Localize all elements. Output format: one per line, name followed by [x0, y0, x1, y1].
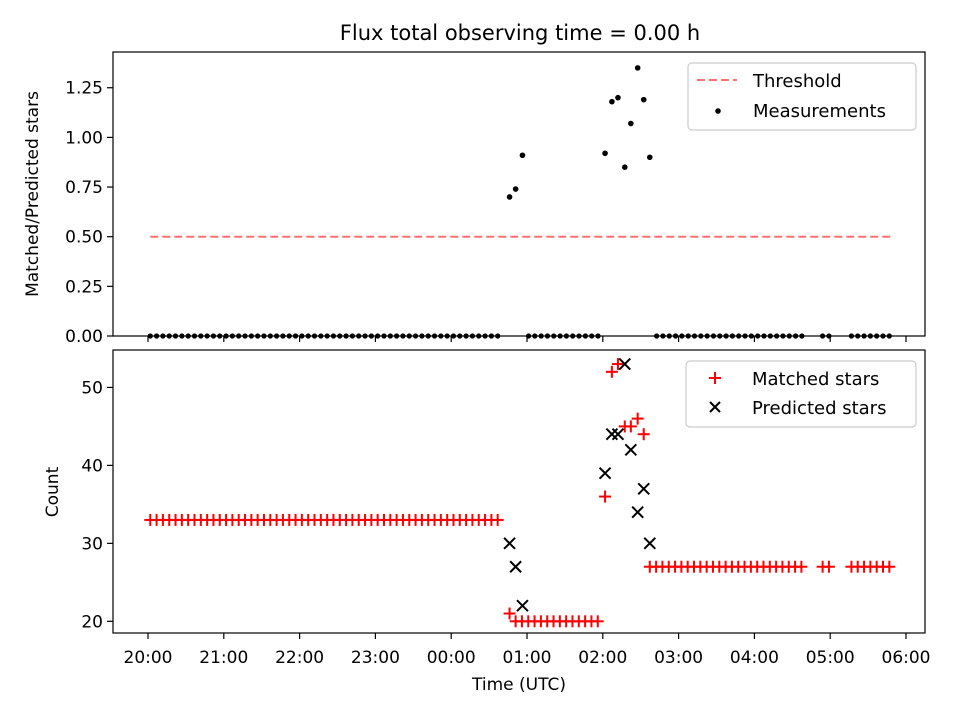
matched-point — [624, 420, 637, 433]
bottom-axes-frame — [112, 349, 926, 634]
predicted-point — [631, 505, 644, 519]
bottom-x-tick-label: 06:00 — [882, 648, 931, 668]
bottom-x-tick-label: 05:00 — [806, 648, 855, 668]
predicted-point — [637, 482, 650, 495]
figure-title: Flux total observing time = 0.00 h — [340, 21, 700, 45]
legend-predicted-label: Predicted stars — [752, 398, 886, 419]
top-plot-panel: 0.00 0.25 0.50 0.75 1.00 1.25 Matched/Predict… — [23, 51, 926, 347]
bottom-x-tick-label: 22:00 — [275, 648, 324, 668]
bottom-x-tick-label: 02:00 — [578, 648, 627, 668]
top-axes-frame — [112, 51, 926, 337]
top-x-ticks — [147, 336, 907, 342]
bottom-y-tick-label: 20 — [81, 612, 103, 632]
measurement-point — [640, 96, 647, 103]
predicted-point — [516, 599, 529, 612]
cross-b — [618, 357, 631, 371]
legend-matched-swatch — [709, 372, 721, 384]
matched-point — [491, 513, 504, 526]
measurement-point — [519, 152, 526, 159]
bottom-data-layer — [144, 357, 896, 628]
matched-point — [611, 358, 624, 371]
bottom-x-tick-label: 20:00 — [124, 648, 173, 668]
top-y-axis-label: Matched/Predicted stars — [23, 91, 43, 297]
cross-b — [598, 466, 612, 480]
top-y-tick-label: 0.00 — [65, 327, 103, 347]
bottom-x-tick-label: 21:00 — [199, 648, 248, 668]
matched-point — [503, 607, 516, 620]
measurement-point — [628, 120, 634, 127]
matched-point — [795, 560, 808, 573]
bottom-y-tick-label: 40 — [81, 456, 103, 476]
predicted-point — [624, 443, 638, 456]
matched-point — [637, 428, 650, 441]
bottom-legend: Matched stars Predicted stars — [685, 360, 917, 428]
top-legend: Threshold Measurements — [687, 62, 917, 131]
cross-b — [631, 505, 644, 519]
matched-point — [599, 490, 612, 503]
matched-point — [605, 365, 618, 378]
cross-b — [611, 427, 625, 441]
bottom-y-tick-label: 30 — [81, 534, 103, 554]
bottom-x-tick-label: 04:00 — [730, 648, 779, 668]
measurement-point — [615, 94, 621, 101]
measurement-point — [512, 186, 519, 192]
top-y-tick-label: 0.75 — [65, 178, 103, 198]
cross-b — [624, 443, 638, 456]
cross-b — [643, 537, 657, 550]
top-y-axis: 0.00 0.25 0.50 0.75 1.00 1.25 — [65, 79, 113, 347]
predicted-point — [503, 537, 516, 550]
cross-b — [509, 560, 522, 573]
bottom-y-axis: 20 30 40 50 — [81, 378, 113, 632]
predicted-point — [598, 466, 612, 480]
legend-matched-label: Matched stars — [752, 369, 879, 390]
bottom-x-axis: 20:00 21:00 22:00 23:00 00:00 01:00 02:00 03:00… — [124, 633, 931, 668]
top-legend-box — [687, 62, 917, 131]
matched-point — [883, 560, 896, 573]
cross-b — [516, 599, 529, 612]
predicted-point — [611, 427, 625, 441]
measurement-point — [506, 194, 513, 200]
matched-point — [631, 412, 644, 425]
predicted-point — [509, 560, 522, 573]
measurement-point — [602, 150, 608, 157]
cross-b — [637, 482, 650, 495]
measurement-point — [621, 164, 628, 170]
bottom-y-axis-label: Count — [43, 466, 63, 517]
legend-threshold-label: Threshold — [752, 71, 842, 92]
predicted-point — [605, 427, 619, 441]
legend-measurements-label: Measurements — [753, 101, 886, 122]
bottom-plot-panel: 20 30 40 50 20:00 21:00 22:00 23:00 00:00 01:00 0… — [43, 349, 931, 695]
bottom-x-tick-label: 03:00 — [654, 648, 703, 668]
measurement-point — [634, 65, 641, 71]
bottom-x-tick-label: 00:00 — [427, 648, 476, 668]
bottom-x-axis-label: Time (UTC) — [471, 675, 566, 695]
top-y-tick-label: 1.25 — [65, 79, 103, 99]
legend-predicted-swatch — [709, 401, 721, 413]
matched-point — [591, 615, 604, 628]
top-y-tick-label: 0.25 — [65, 277, 103, 297]
bottom-x-tick-label: 23:00 — [351, 648, 400, 668]
matched-point — [822, 560, 835, 573]
legend-measurements-swatch — [715, 108, 721, 114]
bottom-y-tick-label: 50 — [81, 378, 103, 398]
predicted-point — [618, 357, 631, 371]
bottom-x-tick-label: 01:00 — [503, 648, 552, 668]
measurement-point — [646, 154, 653, 161]
cross-b — [503, 537, 516, 550]
bottom-legend-box — [685, 360, 917, 428]
top-y-tick-label: 1.00 — [65, 128, 103, 148]
predicted-point — [643, 537, 657, 550]
measurement-point — [609, 98, 615, 105]
top-y-tick-label: 0.50 — [65, 228, 103, 248]
